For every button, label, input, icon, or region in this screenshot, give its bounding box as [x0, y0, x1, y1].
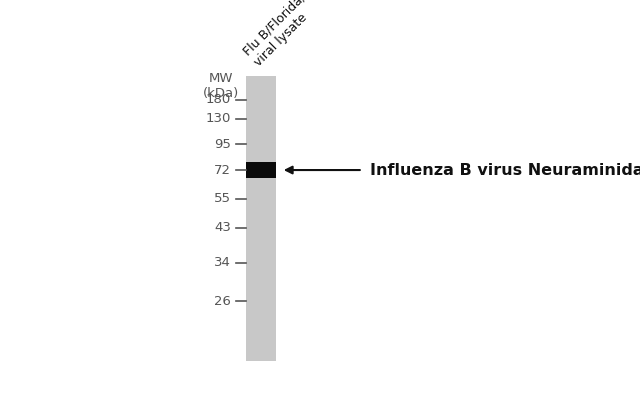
- Text: 26: 26: [214, 295, 231, 308]
- Text: Influenza B virus Neuraminidase (NA): Influenza B virus Neuraminidase (NA): [370, 163, 640, 178]
- Bar: [246, 76, 276, 361]
- Text: Flu B/Florida/07/04
viral lysate: Flu B/Florida/07/04 viral lysate: [241, 0, 345, 69]
- Bar: [246, 162, 276, 178]
- Text: 72: 72: [214, 163, 231, 176]
- Text: 43: 43: [214, 221, 231, 234]
- Text: 55: 55: [214, 192, 231, 206]
- Text: 180: 180: [206, 93, 231, 106]
- Text: MW
(kDa): MW (kDa): [204, 72, 239, 100]
- Text: 95: 95: [214, 138, 231, 151]
- Text: 130: 130: [206, 112, 231, 125]
- Text: 34: 34: [214, 256, 231, 270]
